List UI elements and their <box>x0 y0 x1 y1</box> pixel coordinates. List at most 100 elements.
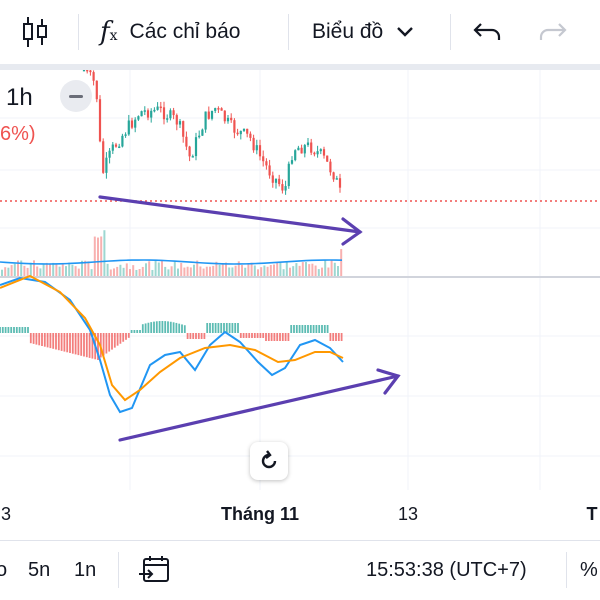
candles-button[interactable] <box>20 0 56 64</box>
collapse-legend-button[interactable] <box>60 80 92 112</box>
candle-body <box>329 161 332 173</box>
histogram-bar <box>293 325 295 333</box>
candle-body <box>114 144 118 147</box>
histogram-bar <box>197 333 200 339</box>
histogram-bar <box>175 322 178 333</box>
undo-button[interactable] <box>472 0 502 64</box>
histogram-bar <box>209 323 211 333</box>
candle-body <box>332 172 335 180</box>
histogram-bar <box>35 333 38 345</box>
candle-body <box>313 152 316 155</box>
volume-bar <box>119 264 122 276</box>
candle-body <box>316 151 319 155</box>
chart-type-label: Biểu đồ <box>312 20 384 43</box>
volume-bar <box>244 267 247 276</box>
histogram-bar <box>186 333 189 339</box>
volume-bar <box>170 266 173 276</box>
volume-bar <box>87 261 90 276</box>
histogram-bar <box>91 333 94 359</box>
volume-bar <box>199 266 202 276</box>
timeframe-1n-button[interactable]: 1n <box>74 558 97 581</box>
volume-ma-line <box>0 259 343 265</box>
indicators-button[interactable]: fx Các chỉ báo <box>100 0 240 64</box>
histogram-bar <box>116 333 119 346</box>
histogram-bar <box>74 333 77 355</box>
volume-bar <box>55 263 58 276</box>
histogram-bar <box>262 333 265 338</box>
volume-bar <box>218 264 221 276</box>
volume-bar <box>301 262 304 276</box>
redo-button[interactable] <box>538 0 568 64</box>
histogram-bar <box>267 333 270 341</box>
percent-scale-button[interactable]: % <box>580 558 598 581</box>
clock-timezone[interactable]: 15:53:38 (UTC+7) <box>366 558 527 581</box>
histogram-bar <box>41 333 43 346</box>
timeframe-5n-button[interactable]: 5n <box>28 558 51 581</box>
volume-bar <box>7 267 10 276</box>
histogram-bar <box>253 333 256 338</box>
candle-body <box>207 111 210 119</box>
histogram-bar <box>189 333 192 339</box>
volume-bar <box>81 260 83 276</box>
histogram-bar <box>49 333 52 349</box>
reset-chart-button[interactable] <box>250 442 288 480</box>
histogram-bar <box>225 323 228 333</box>
candle-body <box>294 150 297 161</box>
histogram-bar <box>119 333 122 344</box>
histogram-bar <box>69 333 71 353</box>
candle-body <box>140 111 143 117</box>
volume-bar <box>257 269 259 276</box>
volume-bar <box>74 266 77 276</box>
candle-body <box>185 136 188 147</box>
histogram-bar <box>178 323 181 333</box>
volume-bar <box>135 269 138 276</box>
candle-body <box>201 129 204 136</box>
volume-bar <box>180 262 183 276</box>
chart-type-button[interactable]: Biểu đồ <box>312 0 415 64</box>
histogram-bar <box>10 327 13 333</box>
candle-body <box>130 120 134 128</box>
candle-body <box>252 137 255 151</box>
histogram-bar <box>1 327 4 333</box>
timeframe-button[interactable]: o <box>0 558 8 581</box>
volume-bar <box>311 263 314 276</box>
volume-bar <box>292 266 295 276</box>
candle-body <box>278 178 281 185</box>
price-chart[interactable]: 3 Tháng 11 13 T <box>0 70 600 550</box>
candle-body <box>204 111 207 130</box>
volume-bar <box>109 269 112 276</box>
volume-bar <box>39 268 42 276</box>
volume-bar <box>340 249 343 276</box>
histogram-bar <box>279 333 281 341</box>
volume-bar <box>202 268 205 276</box>
volume-bar <box>209 266 211 276</box>
volume-bar <box>13 263 16 276</box>
histogram-bar <box>181 324 183 333</box>
histogram-bar <box>141 324 144 333</box>
go-to-date-button[interactable] <box>138 540 172 600</box>
volume-bar <box>161 260 163 276</box>
histogram-bar <box>52 333 55 349</box>
volume-bar <box>1 269 3 276</box>
candle-body <box>319 149 322 152</box>
histogram-bar <box>323 325 326 333</box>
calendar-goto-icon <box>139 556 169 582</box>
histogram-bar <box>97 333 99 360</box>
histogram-bar <box>287 333 290 341</box>
histogram-bar <box>337 333 340 341</box>
candle-body <box>242 128 246 131</box>
volume-bar <box>113 268 115 276</box>
candle-body <box>92 72 95 81</box>
volume-bar <box>308 264 311 276</box>
volume-bar <box>145 263 147 276</box>
volume-bar <box>189 267 192 276</box>
histogram-bar <box>130 330 133 333</box>
volume-bar <box>129 269 131 276</box>
histogram-bar <box>248 333 251 338</box>
toolbar-separator <box>118 552 119 588</box>
candle-body <box>127 120 130 135</box>
histogram-bar <box>27 327 29 333</box>
volume-bar <box>205 266 208 276</box>
trend-arrow-up <box>118 368 401 442</box>
volume-bar <box>330 260 333 276</box>
